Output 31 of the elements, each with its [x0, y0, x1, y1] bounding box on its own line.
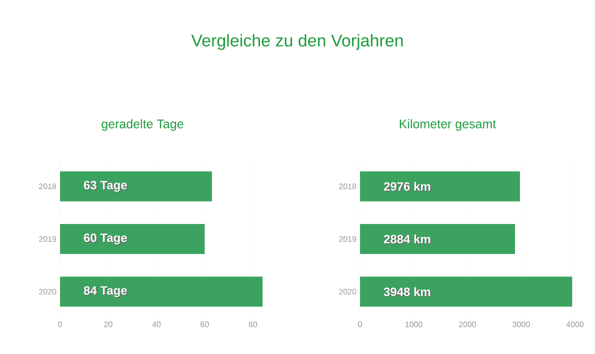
x-tick-label: 1000: [405, 322, 422, 328]
y-tick-label: 2020: [39, 288, 56, 294]
x-tick-label: 2000: [459, 322, 476, 328]
x-tick-label: 20: [104, 322, 112, 328]
chart-title: geradelte Tage: [102, 119, 184, 131]
bar: [60, 224, 205, 254]
y-tick-label: 2019: [339, 236, 356, 242]
data-label: 2976 km: [384, 182, 431, 192]
data-label: 60 Tage: [84, 234, 128, 246]
x-tick-label: 0: [58, 322, 62, 328]
x-tick-label: 40: [152, 322, 161, 328]
x-tick-label: 4000: [566, 322, 584, 328]
y-tick-label: 2020: [339, 288, 356, 294]
text: Vergleiche zu den Vorjahren: [191, 34, 403, 50]
y-tick-label: 2019: [39, 236, 56, 242]
y-tick-label: 2018: [339, 184, 356, 190]
bar: [360, 276, 572, 307]
x-tick-label: 60: [200, 322, 209, 328]
data-label: 63 Tage: [84, 182, 128, 193]
data-label: 3948 km: [384, 287, 430, 296]
x-tick-label: 80: [248, 322, 258, 328]
bar: [360, 224, 516, 254]
data-label: 2884 km: [384, 235, 431, 244]
chart-title: Kilometer gesamt: [400, 119, 496, 131]
x-tick-label: 3000: [512, 322, 530, 328]
bar: [60, 171, 212, 202]
data-label: 84 Tage: [84, 286, 127, 298]
bar: [60, 276, 263, 307]
x-tick-label: 0: [358, 322, 362, 328]
y-tick-label: 2018: [39, 184, 56, 190]
bar: [360, 171, 520, 202]
